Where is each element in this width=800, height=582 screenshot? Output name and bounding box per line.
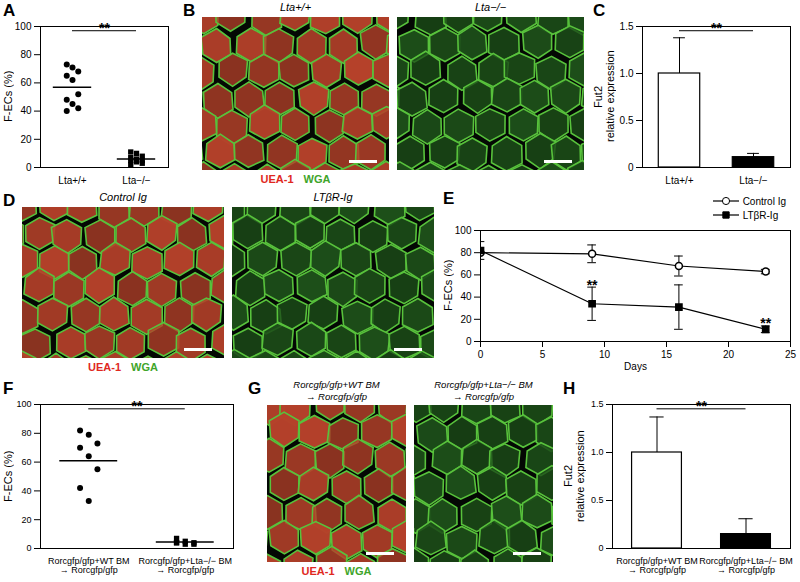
svg-text:Days: Days: [624, 361, 647, 372]
svg-text:**: **: [587, 277, 598, 293]
svg-text:Lta+/+: Lta+/+: [58, 175, 87, 186]
html-text:Control Ig: Control Ig: [99, 191, 147, 203]
svg-text:20: 20: [723, 349, 735, 360]
svg-text:0: 0: [26, 162, 32, 173]
html-text:F: F: [3, 379, 14, 398]
svg-text:Lta+/+: Lta+/+: [665, 175, 694, 186]
svg-text:**: **: [99, 20, 110, 36]
svg-text:20: 20: [20, 134, 32, 145]
svg-text:1.5: 1.5: [591, 399, 604, 409]
svg-text:20: 20: [21, 515, 31, 525]
svg-text:Lta−/−: Lta−/−: [122, 175, 151, 186]
svg-text:Rorcgfp/gfp+Lta−/− BM→ Rorcgfp: Rorcgfp/gfp+Lta−/− BM→ Rorcgfp/gfp: [699, 556, 792, 575]
html-text:WGA: WGA: [131, 361, 158, 373]
svg-text:80: 80: [460, 247, 472, 258]
svg-text:0.5: 0.5: [620, 115, 634, 126]
html-text:A: A: [3, 1, 16, 20]
html-text:D: D: [3, 191, 16, 210]
svg-text:60: 60: [21, 457, 31, 467]
html-text:F-ECs (%): F-ECs (%): [2, 70, 14, 123]
html-text:LTβR-Ig: LTβR-Ig: [313, 191, 353, 203]
html-text:Control Ig: Control Ig: [742, 195, 786, 207]
html-text:UEA-1: UEA-1: [301, 565, 335, 577]
svg-text:40: 40: [460, 291, 472, 302]
html-text:UEA-1: UEA-1: [260, 173, 294, 185]
svg-text:40: 40: [21, 486, 31, 496]
html-text:WGA: WGA: [344, 565, 372, 577]
svg-text:60: 60: [20, 77, 32, 88]
html-text:LTβR-Ig: LTβR-Ig: [742, 209, 779, 221]
html-text:Lta−/−: Lta−/−: [474, 1, 507, 13]
svg-text:0: 0: [628, 162, 634, 173]
svg-text:25: 25: [785, 349, 797, 360]
html-text:F-ECs (%): F-ECs (%): [2, 450, 14, 502]
svg-text:0: 0: [478, 349, 484, 360]
svg-text:80: 80: [20, 49, 32, 60]
html-text:Rorcgfp/gfp+Lta−/− BM → Rorcgf: Rorcgfp/gfp+Lta−/− BM → Rorcgfp/gfp: [434, 379, 533, 402]
svg-text:**: **: [711, 20, 722, 36]
svg-text:60: 60: [460, 269, 472, 280]
svg-text:Rorcgfp/gfp+WT BM→ Rorcgfp/gfp: Rorcgfp/gfp+WT BM→ Rorcgfp/gfp: [616, 556, 698, 575]
svg-text:100: 100: [16, 399, 31, 409]
svg-text:80: 80: [21, 428, 31, 438]
svg-text:Rorcgfp/gfp+Lta−/− BM→ Rorcgfp: Rorcgfp/gfp+Lta−/− BM→ Rorcgfp/gfp: [139, 556, 232, 575]
svg-text:20: 20: [460, 314, 472, 325]
svg-text:1.0: 1.0: [591, 447, 604, 457]
svg-text:**: **: [696, 398, 707, 414]
svg-text:Lta−/−: Lta−/−: [739, 175, 768, 186]
svg-text:0: 0: [26, 543, 31, 553]
svg-text:5: 5: [540, 349, 546, 360]
svg-text:15: 15: [661, 349, 673, 360]
svg-text:10: 10: [599, 349, 611, 360]
html-text:Fut2 relative expression: Fut2 relative expression: [592, 50, 616, 143]
svg-text:0: 0: [466, 336, 472, 347]
svg-text:0.5: 0.5: [591, 495, 604, 505]
html-text:Lta+/+: Lta+/+: [279, 1, 312, 13]
html-text:H: H: [563, 379, 576, 398]
html-text:WGA: WGA: [303, 173, 331, 185]
svg-text:0: 0: [598, 543, 603, 553]
svg-text:40: 40: [20, 105, 32, 116]
html-text:F-ECs (%): F-ECs (%): [442, 259, 454, 312]
svg-text:100: 100: [15, 21, 32, 32]
svg-text:**: **: [132, 398, 143, 414]
svg-text:100: 100: [455, 225, 472, 236]
html-text:G: G: [248, 379, 262, 398]
html-text:E: E: [443, 189, 455, 208]
html-text:B: B: [183, 1, 196, 20]
html-text:Rorcgfp/gfp+WT BM → Rorcgfp/gf: Rorcgfp/gfp+WT BM → Rorcgfp/gfp: [293, 379, 380, 402]
svg-text:1.0: 1.0: [620, 68, 634, 79]
svg-text:**: **: [760, 315, 771, 331]
html-text:UEA-1: UEA-1: [88, 361, 122, 373]
html-text:Fut2 relative expression: Fut2 relative expression: [562, 430, 586, 522]
html-text:C: C: [593, 1, 606, 20]
svg-text:1.5: 1.5: [620, 21, 634, 32]
svg-text:Rorcgfp/gfp+WT BM→ Rorcgfp/gfp: Rorcgfp/gfp+WT BM→ Rorcgfp/gfp: [48, 556, 130, 575]
